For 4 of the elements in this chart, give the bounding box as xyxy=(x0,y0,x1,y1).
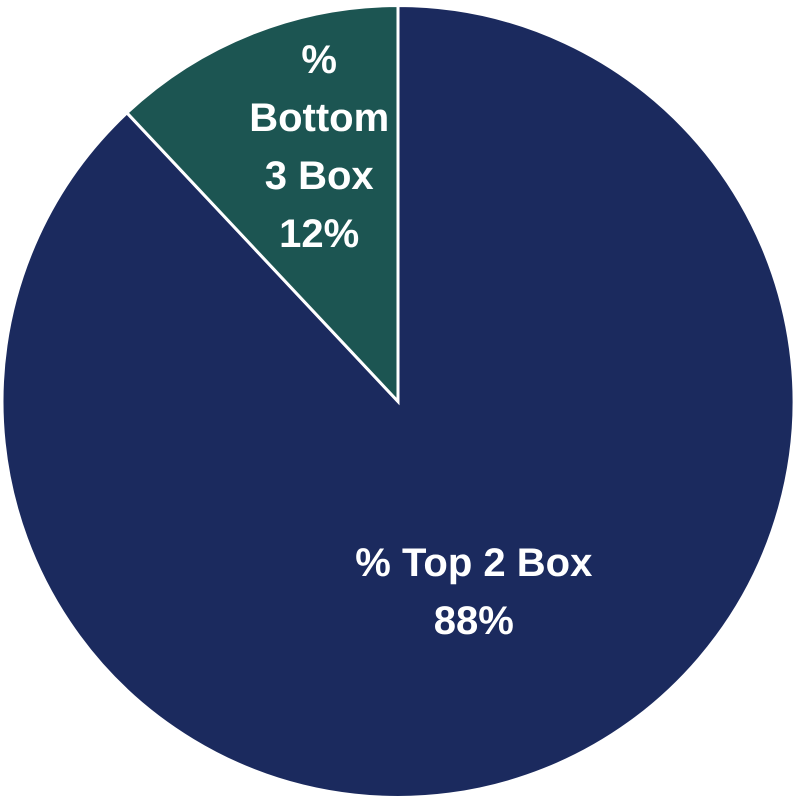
slice-label: % Bottom 3 Box xyxy=(249,38,390,198)
data-label: 12% xyxy=(279,212,360,256)
slice-label: % Top 2 Box xyxy=(355,540,592,585)
data-label: 88% xyxy=(434,598,514,643)
